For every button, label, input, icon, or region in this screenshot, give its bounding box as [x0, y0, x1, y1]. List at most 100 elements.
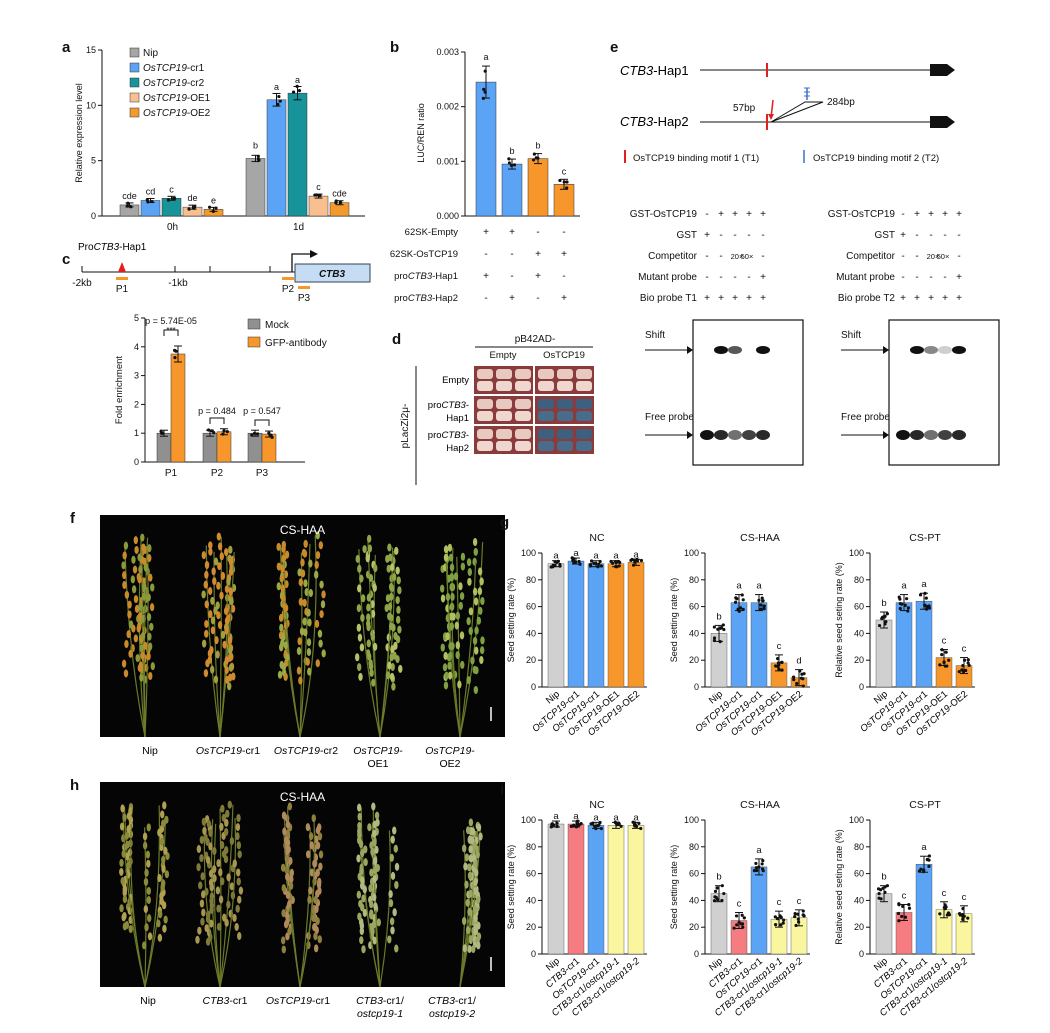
legend-italic: OsTCP19 — [143, 93, 187, 104]
panicle-grain — [285, 918, 290, 927]
row-prefix: pro — [394, 293, 408, 304]
panel-e-emsa-row-label: Mutant probe — [638, 272, 697, 283]
panel-g-point — [776, 664, 780, 669]
panel-a-sig-letter: e — [211, 195, 216, 205]
panicle-grain — [220, 877, 225, 886]
panicle-grain — [396, 576, 401, 585]
panel-a-legend-label: Nip — [143, 48, 158, 59]
panicle-grain — [202, 826, 207, 835]
panicle-grain — [232, 859, 237, 868]
panicle-grain — [119, 867, 124, 876]
panicle-grain — [121, 913, 126, 922]
panicle-grain — [147, 632, 152, 641]
panel-e-free-label: Free probe — [645, 412, 694, 423]
panel-a-legend-swatch — [129, 77, 140, 88]
panel-e-letter: e — [610, 39, 618, 56]
panicle-stem — [299, 543, 311, 737]
panel-i-point — [801, 909, 805, 913]
panicle-grain — [372, 893, 377, 902]
panicle-grain — [149, 603, 155, 612]
panel-i-point — [879, 888, 883, 892]
panicle-grain — [236, 814, 241, 823]
panel-g-point — [558, 564, 562, 568]
panicle-grain — [280, 564, 285, 573]
panicle-grain — [237, 895, 242, 904]
panel-i-point — [938, 912, 942, 916]
panel-g-y-tick-label: 20 — [689, 655, 699, 665]
panicle-grain — [449, 622, 455, 631]
panicle-grain — [147, 642, 153, 651]
panicle-grain — [478, 606, 483, 615]
panel-g-point — [635, 559, 640, 563]
panel-i-point — [885, 884, 889, 888]
panicle-grain — [147, 544, 152, 553]
rest: -OE2 — [618, 689, 642, 712]
panicle-grain — [219, 822, 224, 831]
panel-g-point — [572, 557, 576, 561]
panicle-grain — [458, 601, 464, 610]
panicle-grain — [146, 823, 151, 832]
panicle-grain — [372, 820, 378, 829]
panicle-grain — [315, 659, 320, 668]
panel-i-sig-letter: c — [942, 888, 947, 899]
photo-label: Nip — [142, 745, 158, 757]
panel-b-sig-letter: b — [535, 141, 540, 151]
panel-g-letter: g — [500, 515, 509, 531]
panicle-grain — [467, 945, 472, 954]
panicle-grain — [359, 574, 364, 583]
panicle-grain — [203, 580, 208, 589]
panel-g-point — [712, 625, 716, 629]
panicle-grain — [289, 875, 294, 884]
panel-i-point — [877, 891, 881, 896]
panel-c-motif-marker — [118, 262, 126, 272]
panicle-grain — [372, 642, 378, 651]
panel-i-point — [597, 823, 601, 827]
panicle-grain — [208, 547, 213, 556]
photo-label: OE2 — [439, 758, 460, 770]
panel-g-point — [780, 668, 784, 672]
panicle-grain — [392, 651, 397, 660]
panel-d-colony — [515, 429, 531, 439]
panel-b-point — [558, 178, 562, 183]
panel-a-y-tick-label: 0 — [91, 211, 96, 221]
panicle-grain — [212, 874, 217, 883]
panicle-grain — [314, 904, 319, 913]
panicle-stem — [219, 804, 234, 987]
panicle-grain — [439, 584, 445, 593]
panicle-grain — [124, 590, 130, 599]
panicle-grain — [315, 551, 321, 560]
panel-b-sign: + — [483, 271, 489, 282]
panel-i-point — [781, 921, 785, 925]
panel-i-sig-letter: a — [633, 812, 639, 823]
panel-i-y-tick-label: 100 — [849, 815, 864, 825]
panel-e-shift-band — [952, 346, 966, 354]
panel-g-sig-letter: b — [881, 598, 886, 609]
panel-a-sig-letter: c — [316, 182, 321, 192]
panicle-grain — [164, 870, 170, 879]
panicle-grain — [398, 664, 403, 673]
panicle-grain — [473, 914, 478, 923]
panicle-grain — [393, 632, 398, 641]
panel-h-labels: Nip CTB3-cr1 OsTCP19-cr1 CTB3-cr1/ostcp19-1… — [140, 995, 476, 1020]
panicle-grain — [387, 602, 393, 611]
panel-a-legend-swatch — [129, 107, 140, 118]
it: CTB3 — [203, 995, 230, 1007]
panicle-grain — [208, 541, 213, 550]
panel-g-bar — [547, 563, 565, 688]
panicle-grain — [201, 639, 207, 648]
panel-e-shift-label: Shift — [841, 330, 861, 341]
panel-i-letter: i — [500, 782, 504, 798]
panicle-grain — [464, 853, 470, 862]
panicle-grain — [313, 932, 318, 941]
panel-g-point — [966, 658, 970, 662]
rest: - — [471, 745, 475, 757]
panel-e-legend-motif2: OsTCP19 binding motif 2 (T2) — [813, 153, 939, 164]
panel-g-sig-letter: d — [796, 656, 801, 667]
panel-i-point — [896, 911, 901, 916]
panel-c-primer-p1 — [116, 277, 128, 280]
panel-e-emsa-sign: - — [901, 251, 904, 262]
panicle-grain — [474, 868, 479, 877]
panicle-grain — [474, 646, 479, 655]
panel-b-sig-letter: b — [509, 146, 514, 156]
panicle-grain — [306, 608, 311, 617]
